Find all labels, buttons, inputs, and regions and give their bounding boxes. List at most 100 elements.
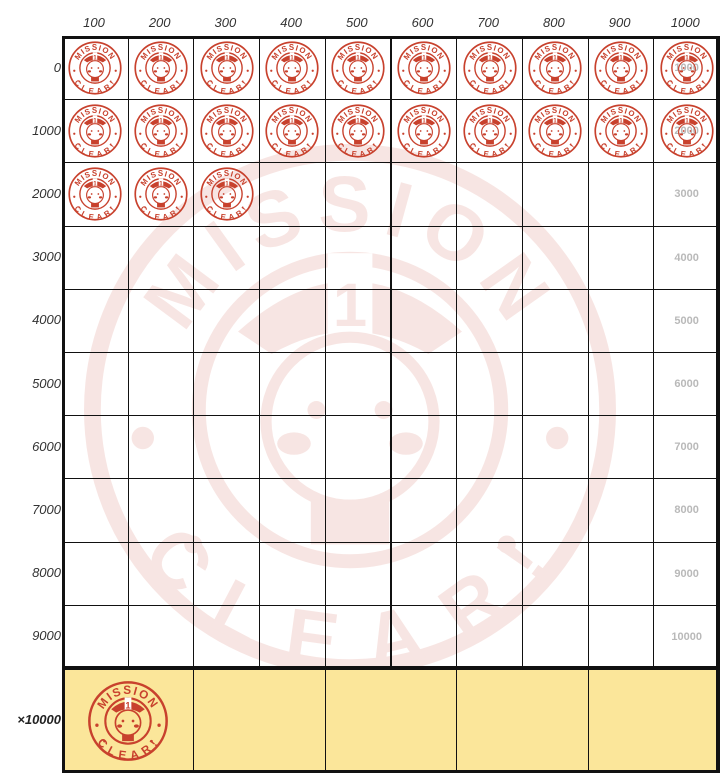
stamp-cell[interactable] bbox=[456, 288, 523, 353]
stamp-cell[interactable] bbox=[456, 604, 523, 669]
stamp-cell[interactable]: 8000 bbox=[653, 478, 720, 543]
stamp-cell[interactable] bbox=[324, 352, 392, 417]
stamp-cell[interactable] bbox=[62, 36, 129, 101]
stamp-cell[interactable] bbox=[259, 99, 326, 164]
stamp-cell[interactable] bbox=[127, 352, 195, 417]
stamp-cell[interactable] bbox=[587, 162, 655, 227]
stamp-cell[interactable]: 5000 bbox=[653, 288, 720, 353]
stamp-cell[interactable] bbox=[259, 604, 326, 669]
stamp-cell[interactable]: 3000 bbox=[653, 162, 720, 227]
stamp-cell[interactable] bbox=[521, 478, 589, 543]
stamp-cell[interactable] bbox=[587, 541, 655, 606]
stamp-cell[interactable] bbox=[324, 415, 392, 480]
stamp-cell[interactable] bbox=[193, 415, 261, 480]
stamp-cell[interactable] bbox=[587, 288, 655, 353]
stamp-cell[interactable] bbox=[521, 225, 589, 290]
stamp-cell[interactable] bbox=[456, 162, 523, 227]
stamp-cell[interactable] bbox=[127, 415, 195, 480]
stamp-cell[interactable] bbox=[193, 99, 261, 164]
stamp-cell[interactable] bbox=[62, 99, 129, 164]
stamp-cell[interactable]: 9000 bbox=[653, 541, 720, 606]
stamp-cell[interactable] bbox=[390, 604, 458, 669]
stamp-cell[interactable]: 6000 bbox=[653, 352, 720, 417]
stamp-cell[interactable] bbox=[521, 604, 589, 669]
stamp-cell[interactable] bbox=[324, 604, 392, 669]
stamp-cell[interactable] bbox=[259, 415, 326, 480]
stamp-cell[interactable] bbox=[390, 478, 458, 543]
stamp-cell[interactable] bbox=[62, 352, 129, 417]
stamp-cell[interactable] bbox=[259, 352, 326, 417]
stamp-cell[interactable] bbox=[521, 415, 589, 480]
stamp-cell[interactable]: 4000 bbox=[653, 225, 720, 290]
stamp-cell[interactable] bbox=[390, 162, 458, 227]
stamp-cell[interactable] bbox=[259, 36, 326, 101]
stamp-cell[interactable] bbox=[587, 352, 655, 417]
stamp-cell[interactable] bbox=[390, 225, 458, 290]
stamp-cell[interactable] bbox=[127, 225, 195, 290]
stamp-cell[interactable] bbox=[587, 36, 655, 101]
stamp-cell[interactable] bbox=[324, 225, 392, 290]
bonus-stamp-cell[interactable] bbox=[456, 668, 589, 773]
stamp-cell[interactable] bbox=[324, 541, 392, 606]
stamp-cell[interactable] bbox=[259, 162, 326, 227]
stamp-cell[interactable] bbox=[587, 478, 655, 543]
stamp-cell[interactable] bbox=[259, 288, 326, 353]
stamp-cell[interactable] bbox=[456, 36, 523, 101]
stamp-cell[interactable] bbox=[521, 99, 589, 164]
stamp-cell[interactable] bbox=[62, 541, 129, 606]
stamp-cell[interactable] bbox=[521, 541, 589, 606]
bonus-stamp-cell[interactable] bbox=[62, 668, 195, 773]
stamp-cell[interactable] bbox=[62, 604, 129, 669]
stamp-cell[interactable] bbox=[521, 162, 589, 227]
stamp-cell[interactable] bbox=[259, 478, 326, 543]
stamp-cell[interactable] bbox=[456, 225, 523, 290]
stamp-cell[interactable] bbox=[324, 288, 392, 353]
stamp-cell[interactable] bbox=[390, 352, 458, 417]
stamp-cell[interactable] bbox=[324, 162, 392, 227]
stamp-cell[interactable] bbox=[587, 415, 655, 480]
stamp-cell[interactable] bbox=[127, 162, 195, 227]
stamp-cell[interactable] bbox=[390, 288, 458, 353]
stamp-cell[interactable] bbox=[521, 288, 589, 353]
stamp-cell[interactable] bbox=[587, 225, 655, 290]
stamp-cell[interactable] bbox=[587, 99, 655, 164]
stamp-cell[interactable] bbox=[456, 415, 523, 480]
bonus-stamp-cell[interactable] bbox=[193, 668, 326, 773]
stamp-cell[interactable] bbox=[193, 352, 261, 417]
stamp-cell[interactable] bbox=[127, 36, 195, 101]
stamp-cell[interactable] bbox=[456, 541, 523, 606]
stamp-cell[interactable] bbox=[587, 604, 655, 669]
stamp-cell[interactable] bbox=[259, 225, 326, 290]
stamp-cell[interactable] bbox=[127, 288, 195, 353]
stamp-cell[interactable] bbox=[127, 478, 195, 543]
stamp-cell[interactable] bbox=[127, 99, 195, 164]
stamp-cell[interactable] bbox=[193, 225, 261, 290]
stamp-cell[interactable] bbox=[390, 415, 458, 480]
stamp-cell[interactable] bbox=[324, 478, 392, 543]
stamp-cell[interactable] bbox=[62, 288, 129, 353]
stamp-cell[interactable] bbox=[390, 99, 458, 164]
bonus-stamp-cell[interactable] bbox=[324, 668, 458, 773]
stamp-cell[interactable] bbox=[521, 352, 589, 417]
stamp-cell[interactable] bbox=[259, 541, 326, 606]
stamp-cell[interactable] bbox=[62, 162, 129, 227]
stamp-cell[interactable] bbox=[127, 541, 195, 606]
stamp-cell[interactable] bbox=[193, 541, 261, 606]
stamp-cell[interactable] bbox=[62, 478, 129, 543]
stamp-cell[interactable] bbox=[62, 225, 129, 290]
bonus-stamp-cell[interactable] bbox=[587, 668, 720, 773]
stamp-cell[interactable] bbox=[390, 36, 458, 101]
stamp-cell[interactable] bbox=[456, 99, 523, 164]
stamp-cell[interactable] bbox=[521, 36, 589, 101]
stamp-cell[interactable] bbox=[193, 604, 261, 669]
stamp-cell[interactable] bbox=[390, 541, 458, 606]
stamp-cell[interactable]: 2000 bbox=[653, 99, 720, 164]
stamp-cell[interactable] bbox=[324, 36, 392, 101]
stamp-cell[interactable]: 10000 bbox=[653, 604, 720, 669]
stamp-cell[interactable] bbox=[324, 99, 392, 164]
stamp-cell[interactable] bbox=[456, 352, 523, 417]
stamp-cell[interactable] bbox=[193, 288, 261, 353]
stamp-cell[interactable] bbox=[193, 36, 261, 101]
stamp-cell[interactable] bbox=[62, 415, 129, 480]
stamp-cell[interactable] bbox=[193, 162, 261, 227]
